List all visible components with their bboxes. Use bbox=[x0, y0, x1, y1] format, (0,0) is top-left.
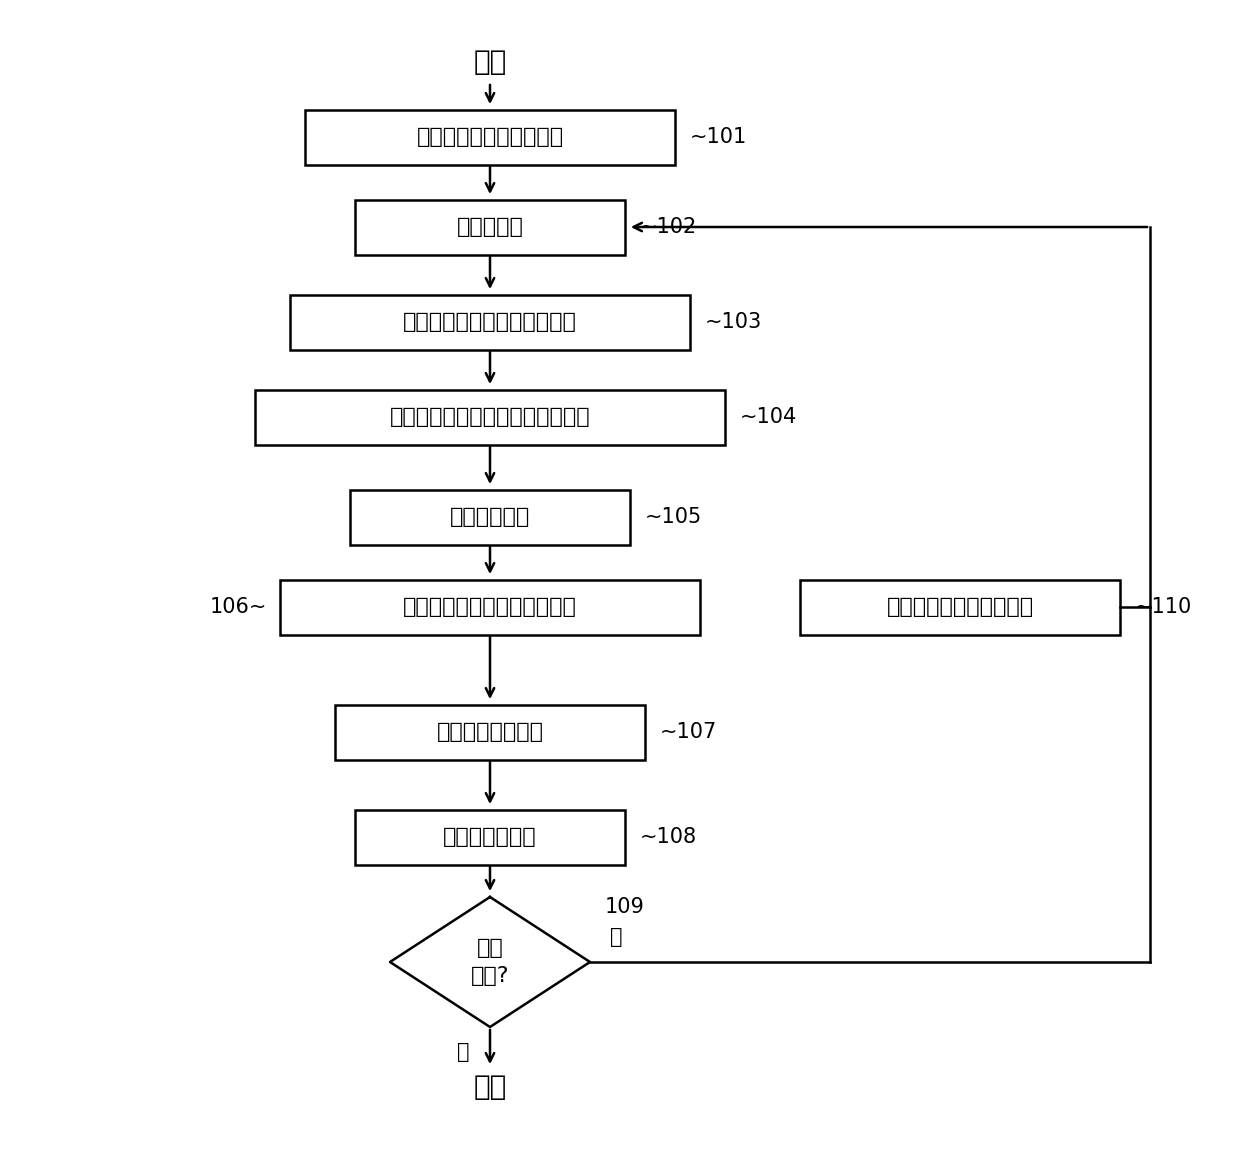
Text: 否: 否 bbox=[610, 927, 622, 946]
Text: ~108: ~108 bbox=[640, 827, 697, 847]
Text: ~101: ~101 bbox=[689, 127, 748, 147]
Bar bbox=[255, 390, 725, 444]
Text: 计算预测指标值: 计算预测指标值 bbox=[443, 827, 537, 847]
Text: ~102: ~102 bbox=[640, 218, 697, 237]
Text: ~103: ~103 bbox=[706, 312, 763, 332]
Text: 结束?: 结束? bbox=[471, 966, 510, 986]
Text: ~105: ~105 bbox=[645, 507, 702, 526]
Bar bbox=[800, 580, 1120, 634]
Bar bbox=[290, 295, 689, 349]
Text: 是: 是 bbox=[458, 1042, 470, 1062]
Text: ~104: ~104 bbox=[740, 407, 797, 427]
Text: 设置预定的多个变化状态: 设置预定的多个变化状态 bbox=[417, 127, 563, 147]
Bar bbox=[350, 489, 630, 545]
Text: 结束: 结束 bbox=[474, 1073, 507, 1101]
Bar bbox=[355, 810, 625, 864]
Bar bbox=[335, 705, 645, 759]
Text: ~110: ~110 bbox=[1135, 597, 1192, 617]
Text: 106~: 106~ bbox=[210, 597, 268, 617]
Bar bbox=[305, 110, 675, 164]
Text: 计算综合状态期望: 计算综合状态期望 bbox=[436, 722, 543, 742]
Text: 获取当前状态: 获取当前状态 bbox=[450, 507, 531, 526]
Text: 109: 109 bbox=[605, 897, 645, 918]
Bar bbox=[355, 199, 625, 255]
Text: ~107: ~107 bbox=[660, 722, 717, 742]
Text: 开始: 开始 bbox=[474, 47, 507, 76]
Text: 获取各个变化状态的转换概率: 获取各个变化状态的转换概率 bbox=[403, 597, 577, 617]
Text: 使用预测指标值更新数据: 使用预测指标值更新数据 bbox=[887, 597, 1034, 617]
Text: 计算各变化状态下的概率分布期望: 计算各变化状态下的概率分布期望 bbox=[389, 407, 590, 427]
Text: 计算变化状态的转移概率矩阵: 计算变化状态的转移概率矩阵 bbox=[403, 312, 577, 332]
Polygon shape bbox=[391, 897, 590, 1027]
Bar bbox=[280, 580, 701, 634]
Text: 数据预处理: 数据预处理 bbox=[456, 218, 523, 237]
Text: 预测: 预测 bbox=[476, 937, 503, 958]
